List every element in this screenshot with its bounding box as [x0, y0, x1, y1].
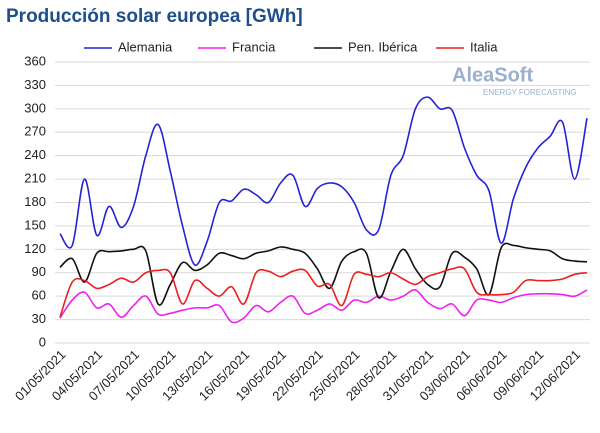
watermark-name: AleaSoft	[452, 64, 533, 86]
legend-label: Italia	[470, 39, 498, 54]
y-tick-label: 0	[39, 334, 46, 349]
series-line	[59, 289, 588, 324]
y-tick-label: 90	[32, 264, 46, 279]
y-tick-label: 300	[24, 100, 46, 115]
series-line	[59, 242, 588, 306]
y-tick-label: 180	[24, 194, 46, 209]
y-tick-label: 150	[24, 217, 46, 232]
y-tick-label: 60	[32, 288, 46, 303]
y-tick-label: 30	[32, 311, 46, 326]
series-line	[59, 266, 588, 318]
y-tick-label: 210	[24, 171, 46, 186]
legend-label: Pen. Ibérica	[348, 39, 418, 54]
y-tick-label: 330	[24, 77, 46, 92]
chart-title: Producción solar europea [GWh]	[6, 6, 303, 27]
y-tick-label: 360	[24, 53, 46, 68]
legend-label: Alemania	[118, 39, 173, 54]
y-tick-label: 240	[24, 147, 46, 162]
legend-label: Francia	[232, 39, 276, 54]
y-tick-label: 270	[24, 124, 46, 139]
y-tick-label: 120	[24, 241, 46, 256]
watermark-tagline: ENERGY FORECASTING	[483, 88, 577, 97]
series-line	[59, 96, 588, 266]
